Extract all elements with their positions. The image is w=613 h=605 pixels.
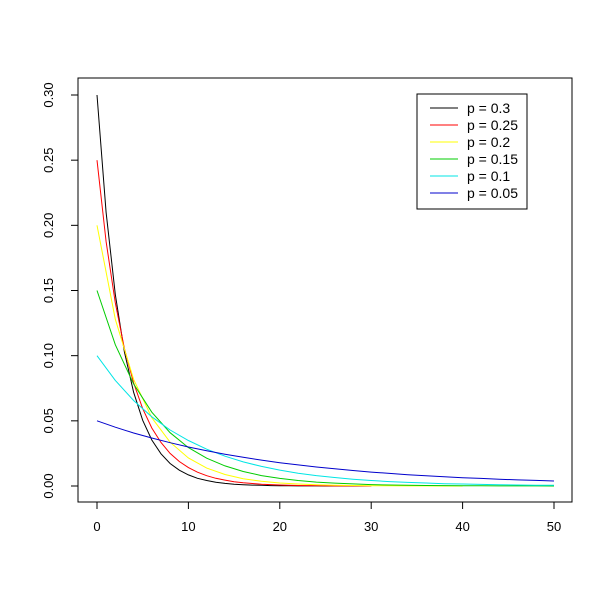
series-line-5	[96, 420, 555, 482]
x-tick-label-4: 40	[455, 519, 469, 534]
y-tick-label-6: 0.30	[41, 82, 56, 107]
x-tick-label-3: 30	[364, 519, 378, 534]
legend: p = 0.3p = 0.25p = 0.2p = 0.15p = 0.1p =…	[416, 93, 528, 210]
y-tick-label-4: 0.20	[41, 213, 56, 238]
series-line-4	[96, 355, 555, 486]
legend-label-3: p = 0.15	[467, 151, 518, 167]
legend-items: p = 0.3p = 0.25p = 0.2p = 0.15p = 0.1p =…	[430, 100, 518, 201]
y-tick-label-5: 0.25	[41, 148, 56, 173]
legend-label-4: p = 0.1	[467, 168, 510, 184]
x-tick-label-5: 50	[547, 519, 561, 534]
series-line-1	[96, 160, 372, 487]
y-tick-label-0: 0.00	[41, 473, 56, 498]
legend-label-0: p = 0.3	[467, 100, 510, 116]
x-axis: 0 10 20 30 40 50	[93, 501, 561, 534]
legend-box	[416, 93, 528, 210]
series-line-3	[96, 290, 555, 487]
series-layer	[96, 94, 555, 487]
x-tick-label-1: 10	[181, 519, 195, 534]
y-tick-label-2: 0.10	[41, 343, 56, 368]
y-tick-label-1: 0.05	[41, 408, 56, 433]
y-axis: 0.00 0.05 0.10 0.15 0.20 0.25 0.30	[41, 82, 79, 499]
series-line-0	[96, 94, 372, 487]
legend-label-1: p = 0.25	[467, 117, 518, 133]
y-tick-label-3: 0.15	[41, 278, 56, 303]
legend-label-2: p = 0.2	[467, 134, 510, 150]
legend-label-5: p = 0.05	[467, 185, 518, 201]
x-tick-label-2: 20	[273, 519, 287, 534]
series-line-2	[96, 225, 463, 487]
x-tick-label-0: 0	[93, 519, 100, 534]
